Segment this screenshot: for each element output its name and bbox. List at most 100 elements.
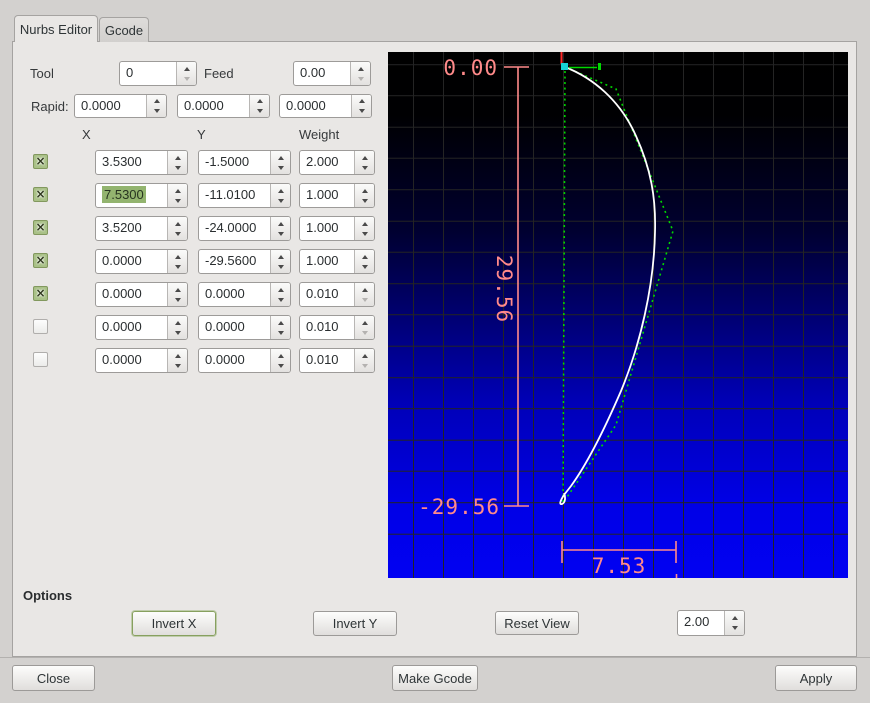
row-4-y-steppers[interactable] (270, 250, 290, 273)
plot-grid (388, 52, 848, 578)
row-7-x-steppers[interactable] (167, 349, 187, 372)
row-4-weight-steppers[interactable] (354, 250, 374, 273)
row-5-x-value[interactable]: 0.0000 (102, 286, 142, 301)
row-5-y-spinbox: 0.0000 (198, 282, 291, 307)
row-1-enable-checkbox[interactable] (33, 154, 48, 169)
row-4-weight-value[interactable]: 1.000 (306, 253, 339, 268)
column-header-y: Y (197, 127, 206, 142)
feed-value[interactable]: 0.00 (300, 65, 326, 80)
row-1-weight-spinbox: 2.000 (299, 150, 375, 175)
row-1-y-value[interactable]: -1.5000 (205, 154, 250, 169)
row-2-y-value[interactable]: -11.0100 (205, 187, 256, 202)
tool-label: Tool (30, 66, 54, 81)
row-6-weight-spinbox: 0.010 (299, 315, 375, 340)
row-6-weight-value[interactable]: 0.010 (306, 319, 339, 334)
tool-value[interactable]: 0 (126, 65, 134, 80)
row-6-weight-steppers[interactable] (354, 316, 374, 339)
row-6-y-steppers[interactable] (270, 316, 290, 339)
reset-view-label: Reset View (504, 615, 570, 631)
row-5-x-spinbox: 0.0000 (95, 282, 188, 307)
row-3-y-value[interactable]: -24.0000 (205, 220, 257, 235)
row-5-y-steppers[interactable] (270, 283, 290, 306)
apply-label: Apply (799, 670, 833, 686)
row-7-weight-spinbox: 0.010 (299, 348, 375, 373)
make-gcode-button[interactable]: Make Gcode (392, 665, 478, 691)
rapid-label: Rapid: (31, 99, 69, 114)
invert-y-button[interactable]: Invert Y (313, 611, 397, 636)
tab-gcode[interactable]: Gcode (99, 17, 149, 42)
row-4-y-value[interactable]: -29.5600 (205, 253, 257, 268)
zoom-spinbox: 2.00 (677, 610, 745, 636)
row-7-y-value[interactable]: 0.0000 (205, 352, 245, 367)
row-4-enable-checkbox[interactable] (33, 253, 48, 268)
row-2-weight-steppers[interactable] (354, 184, 374, 207)
row-6-enable-checkbox[interactable] (33, 319, 48, 334)
row-2-y-spinbox: -11.0100 (198, 183, 291, 208)
dim-top-label: 0.00 (443, 56, 498, 80)
zoom-steppers[interactable] (724, 611, 744, 635)
row-1-y-steppers[interactable] (270, 151, 290, 174)
rapid-z-steppers[interactable] (351, 95, 371, 117)
tab-nurbs-editor-label: Nurbs Editor (19, 21, 93, 37)
feed-steppers[interactable] (350, 62, 370, 85)
dim-height-label: 29.56 (492, 255, 516, 323)
row-2-enable-checkbox[interactable] (33, 187, 48, 202)
row-1-x-steppers[interactable] (167, 151, 187, 174)
row-1-weight-steppers[interactable] (354, 151, 374, 174)
row-2-weight-value[interactable]: 1.000 (306, 187, 339, 202)
row-3-enable-checkbox[interactable] (33, 220, 48, 235)
plot-overlay: 0.00 29.56 -29.56 7.53 (418, 52, 678, 578)
zoom-value[interactable]: 2.00 (684, 614, 710, 629)
rapid-z-value[interactable]: 0.0000 (286, 98, 326, 113)
row-3-x-steppers[interactable] (167, 217, 187, 240)
rapid-x-value[interactable]: 0.0000 (81, 98, 121, 113)
row-5-weight-steppers[interactable] (354, 283, 374, 306)
tool-steppers[interactable] (176, 62, 196, 85)
rapid-y-spinbox: 0.0000 (177, 94, 270, 118)
row-3-x-value[interactable]: 3.5200 (102, 220, 142, 235)
tab-nurbs-editor[interactable]: Nurbs Editor (14, 15, 98, 42)
invert-x-button[interactable]: Invert X (132, 611, 216, 636)
row-5-enable-checkbox[interactable] (33, 286, 48, 301)
row-5-weight-value[interactable]: 0.010 (306, 286, 339, 301)
tab-gcode-label: Gcode (104, 22, 144, 38)
row-6-y-spinbox: 0.0000 (198, 315, 291, 340)
row-3-weight-value[interactable]: 1.000 (306, 220, 339, 235)
row-7-y-steppers[interactable] (270, 349, 290, 372)
reset-view-button[interactable]: Reset View (495, 611, 579, 635)
row-6-x-steppers[interactable] (167, 316, 187, 339)
row-2-x-value[interactable]: 7.5300 (96, 184, 167, 207)
apply-button[interactable]: Apply (775, 665, 857, 691)
row-6-y-value[interactable]: 0.0000 (205, 319, 245, 334)
control-polygon-line (562, 66, 674, 506)
row-1-x-value[interactable]: 3.5300 (102, 154, 142, 169)
curve-preview-canvas[interactable]: 0.00 29.56 -29.56 7.53 (388, 52, 848, 578)
row-3-y-spinbox: -24.0000 (198, 216, 291, 241)
nurbs-curve-line (559, 66, 657, 506)
rapid-y-steppers[interactable] (249, 95, 269, 117)
rapid-x-steppers[interactable] (146, 95, 166, 117)
row-7-x-value[interactable]: 0.0000 (102, 352, 142, 367)
row-1-weight-value[interactable]: 2.000 (306, 154, 339, 169)
row-7-weight-value[interactable]: 0.010 (306, 352, 339, 367)
row-5-x-steppers[interactable] (167, 283, 187, 306)
row-3-y-steppers[interactable] (270, 217, 290, 240)
row-7-y-spinbox: 0.0000 (198, 348, 291, 373)
row-4-x-value[interactable]: 0.0000 (102, 253, 142, 268)
row-4-x-steppers[interactable] (167, 250, 187, 273)
row-2-x-steppers[interactable] (167, 184, 187, 207)
row-3-weight-steppers[interactable] (354, 217, 374, 240)
row-5-y-value[interactable]: 0.0000 (205, 286, 245, 301)
rapid-y-value[interactable]: 0.0000 (184, 98, 224, 113)
close-label: Close (36, 670, 71, 686)
row-7-enable-checkbox[interactable] (33, 352, 48, 367)
row-3-x-spinbox: 3.5200 (95, 216, 188, 241)
close-button[interactable]: Close (12, 665, 95, 691)
row-7-weight-steppers[interactable] (354, 349, 374, 372)
invert-x-label: Invert X (151, 616, 197, 631)
invert-y-label: Invert Y (332, 616, 378, 631)
row-6-x-value[interactable]: 0.0000 (102, 319, 142, 334)
row-3-weight-spinbox: 1.000 (299, 216, 375, 241)
row-2-y-steppers[interactable] (270, 184, 290, 207)
